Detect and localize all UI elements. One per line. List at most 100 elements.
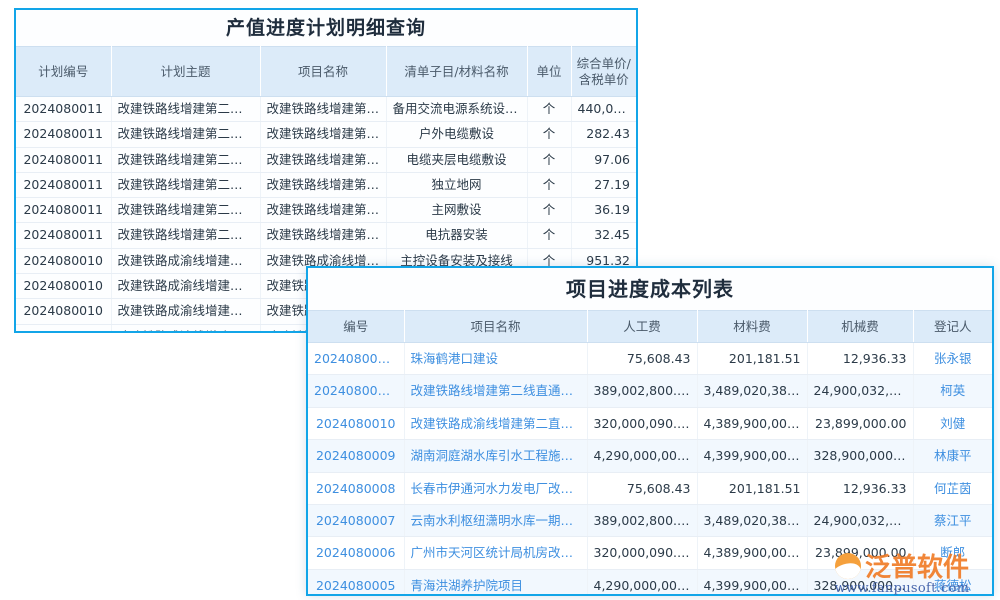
cell-0-3: 备用交流电源系统设备安装	[386, 96, 528, 123]
cell-7-1[interactable]: 改建铁路成渝线增建第二直通	[111, 273, 261, 300]
cell-0-1[interactable]: 改建铁路线增建第二线直通线	[111, 96, 261, 123]
cell-3-2[interactable]: 改建铁路线增建第二线直通线	[260, 172, 387, 199]
cell-4-2: 75,608.43	[587, 472, 698, 506]
table-row[interactable]: 2024080009 湖南洞庭湖水库引水工程施工... 4,290,000,000.…	[308, 439, 992, 473]
column-header-3[interactable]: 清单子目/材料名称	[386, 46, 528, 97]
cell-6-0[interactable]: 2024080006	[308, 536, 405, 570]
cell-2-2[interactable]: 改建铁路线增建第二线直通线	[260, 147, 387, 173]
column-header-4[interactable]: 单位	[527, 46, 572, 97]
cell-4-0[interactable]: 2024080011	[16, 197, 112, 224]
table-row[interactable]: 20240800012 珠海鹤港口建设 75,608.43 201,181.51 12,…	[308, 342, 992, 376]
table-row[interactable]: 2024080011改建铁路线增建第二线直通线改建铁路线增建第二线直通线独立地网…	[16, 172, 636, 199]
cell-3-0[interactable]: 2024080009	[308, 439, 405, 473]
panel2-title: 项目进度成本列表	[308, 268, 992, 310]
cell-0-4: 个	[527, 96, 572, 123]
column-header-0[interactable]: 编号	[308, 310, 405, 343]
cell-4-1[interactable]: 改建铁路线增建第二线直通线	[111, 197, 261, 224]
cell-1-5[interactable]: 柯英	[913, 374, 992, 408]
cell-6-5[interactable]: 断郎	[913, 536, 992, 570]
cell-7-5[interactable]: 蒋德松	[913, 569, 992, 594]
cell-2-0[interactable]: 2024080011	[16, 147, 112, 173]
cell-2-5[interactable]: 刘健	[913, 407, 992, 441]
cell-1-0[interactable]: 20240800011	[308, 374, 405, 408]
table-row[interactable]: 2024080011改建铁路线增建第二线直通线改建铁路线增建第二线直通线户外电缆…	[16, 121, 636, 148]
cell-6-1[interactable]: 广州市天河区统计局机房改造...	[404, 536, 588, 570]
cell-1-5: 282.43	[571, 121, 636, 148]
table-body: 20240800012 珠海鹤港口建设 75,608.43 201,181.51 12,…	[308, 342, 992, 594]
cell-5-1[interactable]: 改建铁路线增建第二线直通线	[111, 222, 261, 249]
column-header-1[interactable]: 项目名称	[404, 310, 588, 343]
cell-3-0[interactable]: 2024080011	[16, 172, 112, 199]
cell-0-1[interactable]: 珠海鹤港口建设	[404, 342, 588, 376]
cell-6-0[interactable]: 2024080010	[16, 248, 112, 275]
cell-0-5[interactable]: 张永银	[913, 342, 992, 376]
cell-9-0[interactable]: 2024080010	[16, 324, 112, 331]
table-row[interactable]: 2024080008 长春市伊通河水力发电厂改建... 75,608.43 201,1…	[308, 472, 992, 506]
cell-0-0[interactable]: 20240800012	[308, 342, 405, 376]
cell-0-0[interactable]: 2024080011	[16, 96, 112, 123]
cell-2-2: 320,000,090.00	[587, 407, 698, 441]
cell-4-5: 36.19	[571, 197, 636, 224]
cell-1-1[interactable]: 改建铁路线增建第二线直通线...	[404, 374, 588, 408]
cell-5-0[interactable]: 2024080011	[16, 222, 112, 249]
cell-0-4: 12,936.33	[807, 342, 914, 376]
cell-7-0[interactable]: 2024080010	[16, 273, 112, 300]
table-header-row: 编号 项目名称 人工费 材料费 机械费 登记人	[308, 310, 992, 343]
cell-4-0[interactable]: 2024080008	[308, 472, 405, 506]
cell-7-4: 328,900,000.00	[807, 569, 914, 594]
cell-1-1[interactable]: 改建铁路线增建第二线直通线	[111, 121, 261, 148]
cell-1-4: 24,900,032,80...	[807, 374, 914, 408]
cell-6-1[interactable]: 改建铁路成渝线增建第二直通	[111, 248, 261, 275]
cell-1-0[interactable]: 2024080011	[16, 121, 112, 148]
cell-6-4: 23,899,000.00	[807, 536, 914, 570]
cell-5-4: 24,900,032,80...	[807, 504, 914, 538]
cell-5-0[interactable]: 2024080007	[308, 504, 405, 538]
cell-3-3: 4,399,900,000.00	[697, 439, 808, 473]
table-row[interactable]: 2024080006 广州市天河区统计局机房改造... 320,000,090.00…	[308, 536, 992, 570]
cell-4-1[interactable]: 长春市伊通河水力发电厂改建...	[404, 472, 588, 506]
cell-4-3: 201,181.51	[697, 472, 808, 506]
cell-5-4: 个	[527, 222, 572, 249]
cell-0-2[interactable]: 改建铁路线增建第二线直通线	[260, 96, 387, 123]
table-row[interactable]: 20240800011 改建铁路线增建第二线直通线... 389,002,800.0…	[308, 374, 992, 408]
cell-1-3: 户外电缆敷设	[386, 121, 528, 148]
column-header-1[interactable]: 计划主题	[111, 46, 261, 97]
cell-3-1[interactable]: 湖南洞庭湖水库引水工程施工...	[404, 439, 588, 473]
cell-9-1[interactable]: 改建铁路成渝线增建第二直通	[111, 324, 261, 331]
column-header-5[interactable]: 综合单价/含税单价	[571, 46, 636, 97]
cell-8-1[interactable]: 改建铁路成渝线增建第二直通	[111, 298, 261, 325]
table-row[interactable]: 2024080005 青海洪湖养护院项目 4,290,000,000.00 4,399…	[308, 569, 992, 594]
cell-2-1[interactable]: 改建铁路成渝线增建第二直通...	[404, 407, 588, 441]
column-header-2[interactable]: 人工费	[587, 310, 698, 343]
cell-4-4: 12,936.33	[807, 472, 914, 506]
cell-2-3: 电缆夹层电缆敷设	[386, 147, 528, 173]
table-row[interactable]: 2024080011改建铁路线增建第二线直通线改建铁路线增建第二线直通线主网敷设…	[16, 197, 636, 224]
table-row[interactable]: 2024080011改建铁路线增建第二线直通线改建铁路线增建第二线直通线电缆夹层…	[16, 147, 636, 173]
cell-5-2: 389,002,800.00	[587, 504, 698, 538]
cell-1-2[interactable]: 改建铁路线增建第二线直通线	[260, 121, 387, 148]
column-header-4[interactable]: 机械费	[807, 310, 914, 343]
column-header-3[interactable]: 材料费	[697, 310, 808, 343]
cell-4-3: 主网敷设	[386, 197, 528, 224]
cell-5-2[interactable]: 改建铁路线增建第二线直通线	[260, 222, 387, 249]
cell-4-5[interactable]: 何芷茵	[913, 472, 992, 506]
cell-7-0[interactable]: 2024080005	[308, 569, 405, 594]
cell-3-1[interactable]: 改建铁路线增建第二线直通线	[111, 172, 261, 199]
cell-4-2[interactable]: 改建铁路线增建第二线直通线	[260, 197, 387, 224]
table-row[interactable]: 2024080007 云南水利枢纽潇明水库一期工... 389,002,800.00…	[308, 504, 992, 538]
cell-5-1[interactable]: 云南水利枢纽潇明水库一期工...	[404, 504, 588, 538]
table-row[interactable]: 2024080011改建铁路线增建第二线直通线改建铁路线增建第二线直通线备用交流…	[16, 96, 636, 123]
column-header-2[interactable]: 项目名称	[260, 46, 387, 97]
cell-2-0[interactable]: 2024080010	[308, 407, 405, 441]
cell-3-5[interactable]: 林康平	[913, 439, 992, 473]
column-header-0[interactable]: 计划编号	[16, 46, 112, 97]
cell-2-1[interactable]: 改建铁路线增建第二线直通线	[111, 147, 261, 173]
column-header-5[interactable]: 登记人	[913, 310, 992, 343]
cell-5-5[interactable]: 蔡江平	[913, 504, 992, 538]
cell-7-1[interactable]: 青海洪湖养护院项目	[404, 569, 588, 594]
cell-8-0[interactable]: 2024080010	[16, 298, 112, 325]
table-row[interactable]: 2024080010 改建铁路成渝线增建第二直通... 320,000,090.00…	[308, 407, 992, 441]
cell-1-3: 3,489,020,380.00	[697, 374, 808, 408]
table-row[interactable]: 2024080011改建铁路线增建第二线直通线改建铁路线增建第二线直通线电抗器安…	[16, 222, 636, 249]
